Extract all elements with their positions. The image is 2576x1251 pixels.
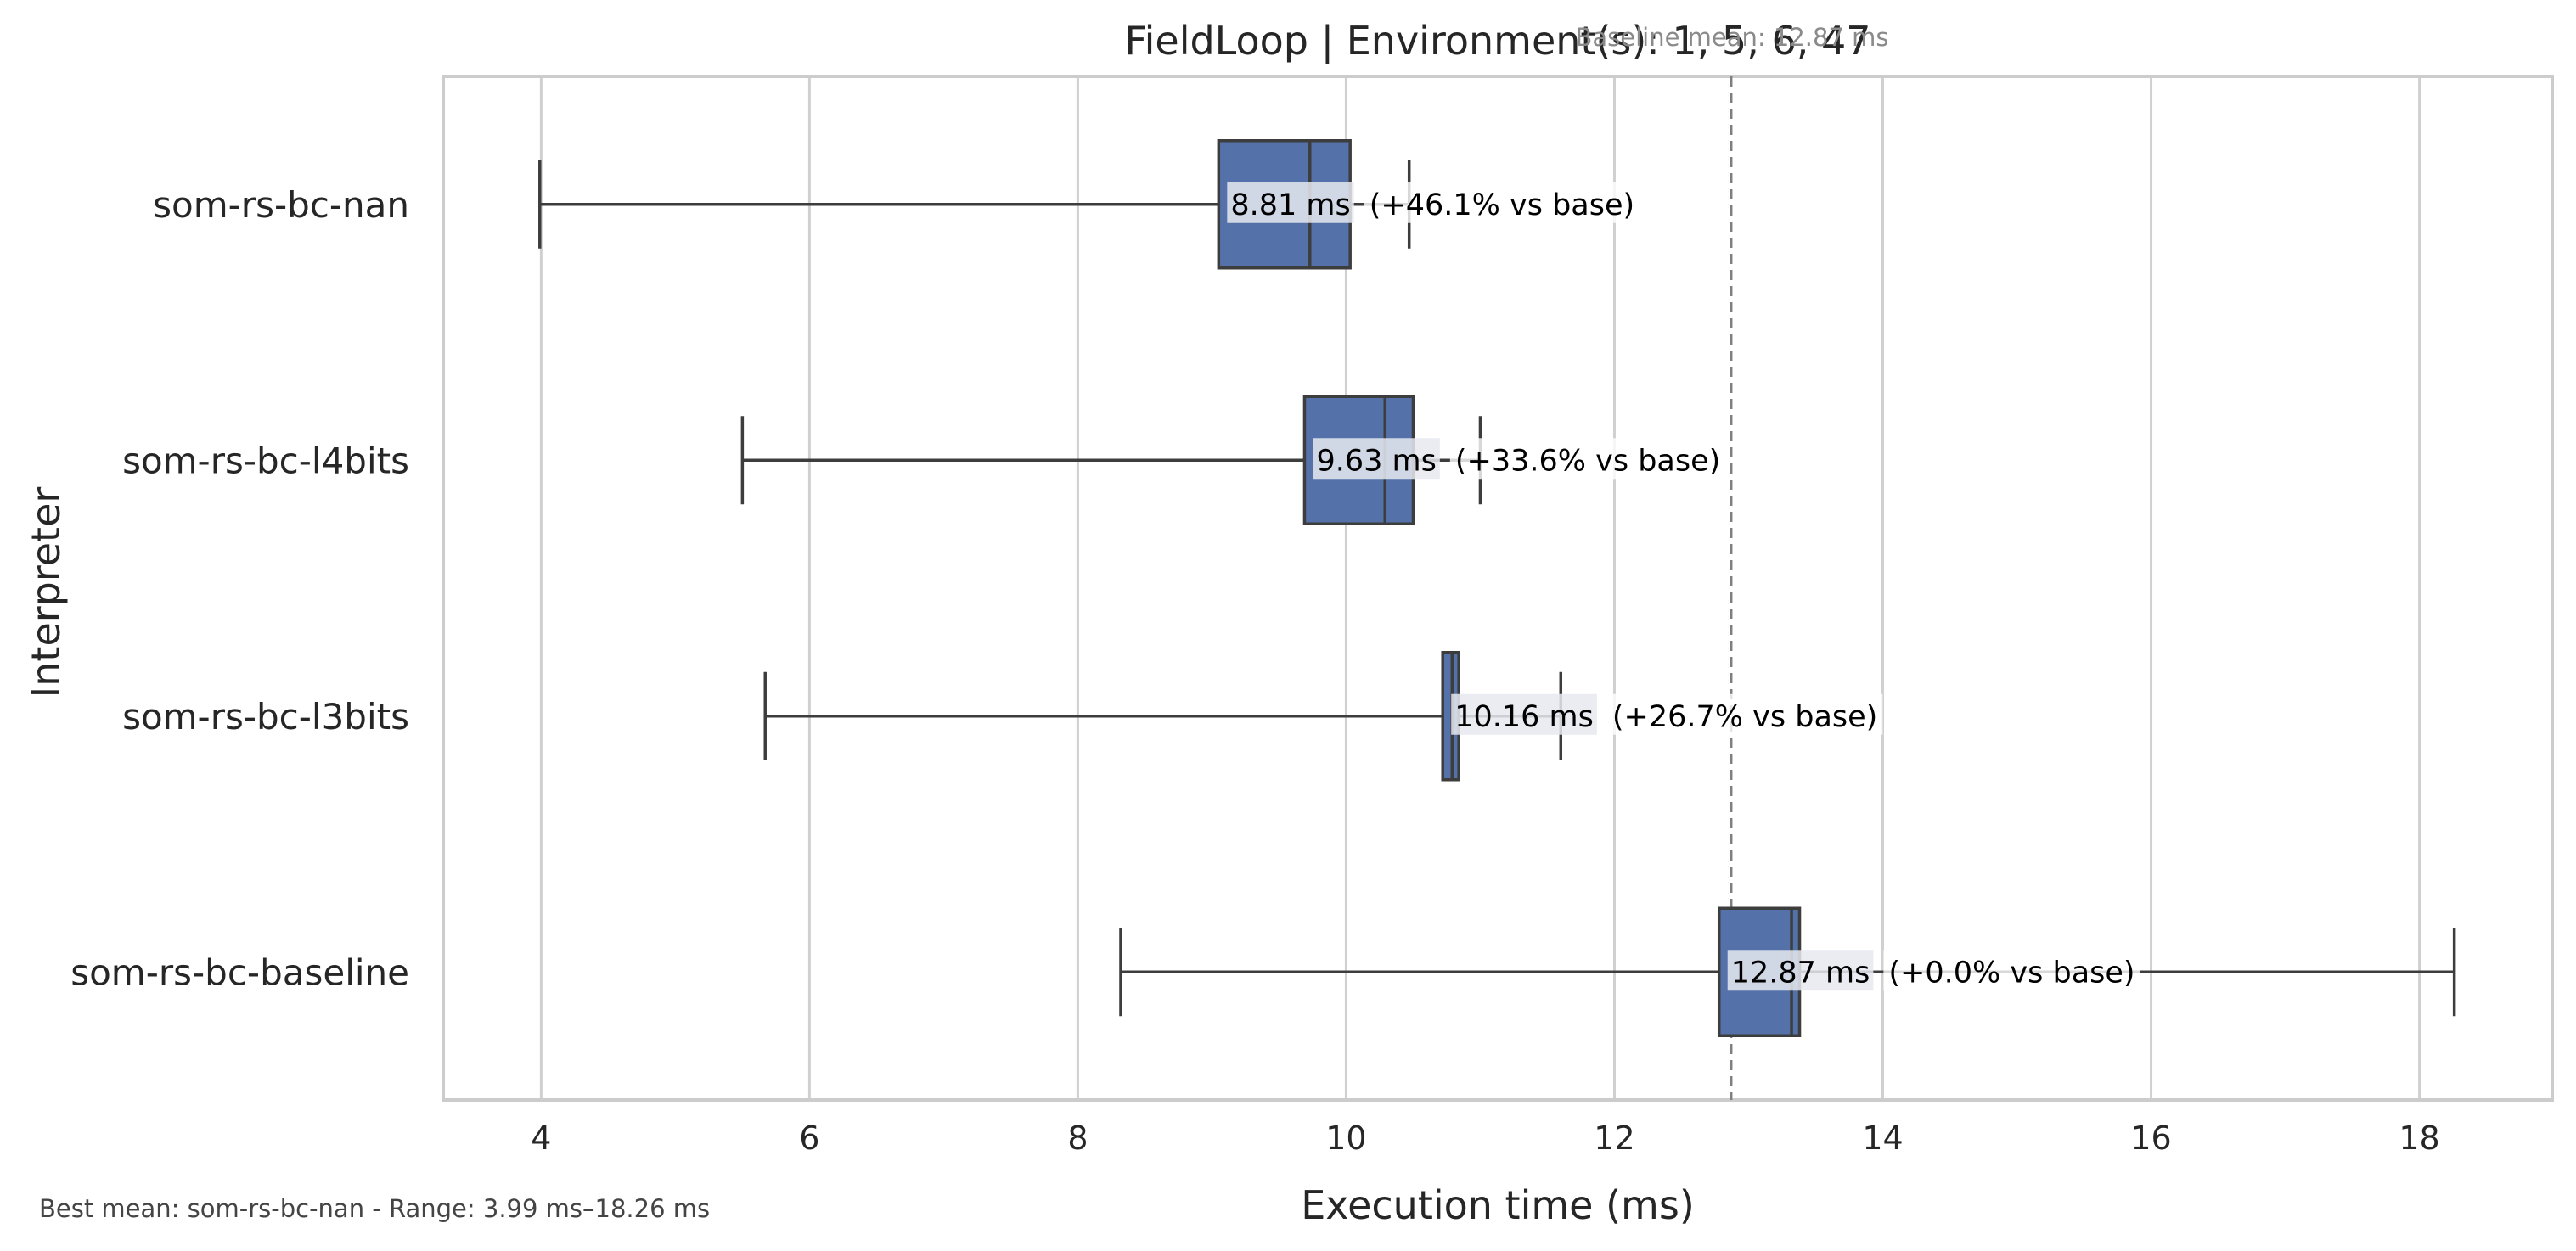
mean-label-background	[1727, 950, 1874, 991]
x-tick-label: 14	[1862, 1119, 1903, 1157]
delta-value-label: (+0.0% vs base)	[1888, 956, 2134, 990]
y-category-label: som-rs-bc-l3bits	[122, 696, 409, 738]
x-tick-label: 12	[1594, 1119, 1634, 1157]
y-axis-title: Interpreter	[23, 487, 69, 698]
axes: 4 6 8 10 12 14 16 18 som-rs-bc-nan som-rs-bc-l4bi…	[70, 184, 2440, 1157]
box-group	[763, 651, 1563, 782]
delta-label-background	[1364, 182, 1640, 223]
x-tick-label: 10	[1325, 1119, 1366, 1157]
box-series	[538, 139, 2456, 1037]
x-axis-title: Execution time (ms)	[1301, 1182, 1695, 1228]
y-category-label: som-rs-bc-l4bits	[122, 440, 409, 481]
plot-border	[442, 75, 2554, 1102]
delta-value-label: (+46.1% vs base)	[1370, 188, 1634, 222]
grid-lines	[539, 76, 2421, 1100]
delta-label-background	[1883, 950, 2140, 991]
chart-title: FieldLoop | Environment(s): 1, 5, 6, 47	[1125, 18, 1871, 65]
baseline-label: Baseline mean: 12.87 ms	[1576, 23, 1889, 52]
x-tick-label: 4	[531, 1119, 551, 1157]
mean-value-label: 12.87 ms	[1731, 956, 1870, 990]
x-tick-label: 8	[1067, 1119, 1088, 1157]
delta-value-label: (+33.6% vs base)	[1455, 444, 1720, 478]
mean-label-background	[1227, 182, 1354, 223]
delta-label-background	[1449, 438, 1726, 480]
y-category-label: som-rs-bc-baseline	[70, 951, 409, 993]
footer-note: Best mean: som-rs-bc-nan - Range: 3.99 m…	[39, 1194, 710, 1223]
value-annotations: 8.81 ms (+46.1% vs base) 9.63 ms (+33.6% vs…	[1227, 182, 2140, 991]
mean-value-label: 10.16 ms	[1454, 700, 1594, 734]
y-category-label: som-rs-bc-nan	[153, 184, 409, 226]
x-tick-label: 18	[2399, 1119, 2439, 1157]
x-tick-label: 16	[2130, 1119, 2171, 1157]
delta-label-background	[1606, 693, 1883, 735]
mean-value-label: 9.63 ms	[1316, 444, 1436, 478]
mean-label-background	[1451, 693, 1597, 735]
delta-value-label: (+26.7% vs base)	[1612, 700, 1877, 734]
mean-value-label: 8.81 ms	[1230, 188, 1350, 222]
x-tick-label: 6	[799, 1119, 819, 1157]
plot-frame	[442, 75, 2554, 1102]
mean-label-background	[1313, 438, 1440, 480]
